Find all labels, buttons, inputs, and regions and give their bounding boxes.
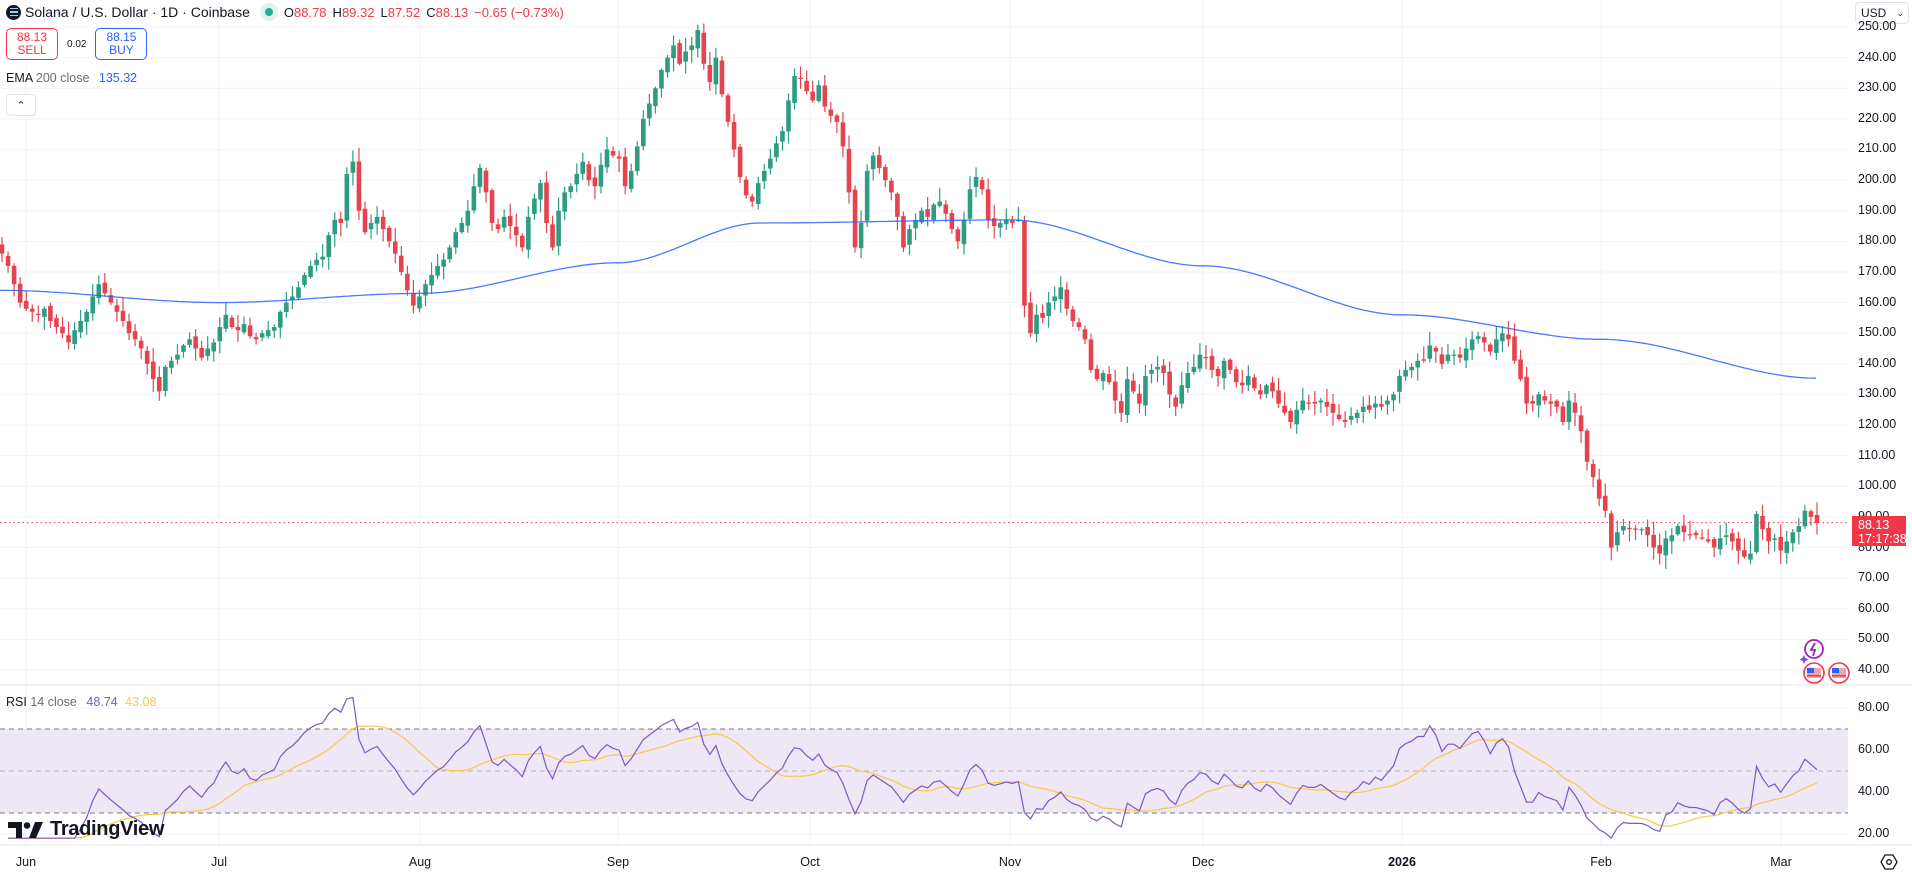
ai-assistant-icon[interactable] [1799,638,1826,669]
tradingview-mark-icon [8,821,44,839]
price-axis-label: 70.00 [1858,570,1890,585]
price-axis-label: 120.00 [1858,417,1897,432]
bar-countdown: 17:17:38 [1858,532,1907,546]
time-axis-label: Jul [211,855,227,869]
buy-button[interactable]: 88.15 BUY [95,28,148,60]
ohlc-close: C88.13 [426,4,469,20]
settings-gear-icon[interactable] [1880,853,1898,871]
spread-value: 0.02 [67,38,87,50]
price-axis-label: 210.00 [1858,141,1897,156]
price-axis-label: 130.00 [1858,386,1897,401]
price-axis-label: 150.00 [1858,325,1897,340]
last-price-tag: 88.13 17:17:38 [1852,516,1907,546]
price-axis-label: 190.00 [1858,202,1897,217]
us-economic-event-icon[interactable] [1803,662,1825,689]
time-axis-label: Jun [15,855,37,869]
candles [0,23,1820,569]
ema-legend[interactable]: EMA 200 close 135.32 [6,71,138,85]
time-axis-label: Oct [800,855,820,869]
rsi-axis-label: 80.00 [1858,700,1890,714]
buy-price: 88.15 [106,30,137,44]
time-axis-label: Mar [1770,855,1792,869]
price-axis-label: 170.00 [1858,263,1897,278]
buy-label: BUY [109,43,134,57]
solana-logo-icon [6,4,21,20]
rsi-value: 48.74 [86,695,118,709]
time-axis-label: Feb [1590,855,1612,869]
price-axis-label: 140.00 [1858,355,1897,370]
time-axis-label: Nov [998,855,1022,869]
price-axis-label: 240.00 [1858,49,1897,64]
symbol-title[interactable]: Solana / U.S. Dollar · 1D · Coinbase [25,4,250,20]
ohlc-high: H89.32 [332,4,375,20]
price-axis-label: 180.00 [1858,233,1897,248]
rsi-axis-label: 20.00 [1858,826,1890,840]
time-axis-label: Sep [606,855,630,869]
price-axis-label: 40.00 [1858,662,1890,677]
us-economic-event-icon-2[interactable] [1828,662,1850,689]
ohlc-low: L87.52 [380,4,421,20]
time-axis-label: 2026 [1388,855,1416,869]
price-axis-label: 50.00 [1858,631,1890,646]
rsi-ma-line [8,725,1818,839]
chevron-down-icon: ⌄ [1896,7,1904,18]
time-axis-label: Dec [1191,855,1215,869]
currency-select[interactable]: USD ⌄ [1855,2,1909,24]
rsi-line [8,696,1818,840]
price-axis-label: 60.00 [1858,600,1890,615]
price-axis-label: 220.00 [1858,110,1897,125]
sell-price: 88.13 [16,30,48,44]
collapse-legend-button[interactable]: ⌃ [6,94,36,116]
price-change: −0.65 (−0.73%) [474,4,564,20]
rsi-axis-label: 40.00 [1858,784,1890,798]
time-axis-label: Aug [408,855,432,869]
rsi-ma-value: 43.08 [125,695,157,709]
chevron-up-icon: ⌃ [16,99,26,112]
sell-label: SELL [17,43,47,57]
price-axis-label: 160.00 [1858,294,1897,309]
market-status-icon[interactable] [259,3,278,21]
sell-button[interactable]: 88.13 SELL [6,28,58,60]
symbol-legend: Solana / U.S. Dollar · 1D · Coinbase O88… [6,3,564,21]
price-axis-label: 110.00 [1858,447,1896,462]
ema-value: 135.32 [98,71,138,85]
trade-panel: 88.13 SELL 0.02 88.15 BUY [6,28,148,60]
ohlc-open: O88.78 [283,4,327,20]
price-axis-label: 250.00 [1858,19,1897,33]
ema-200-line [0,219,1817,379]
last-price: 88.13 [1858,518,1890,532]
rsi-legend[interactable]: RSI 14 close 48.74 43.08 [6,695,157,709]
rsi-axis-label: 60.00 [1858,742,1890,756]
tradingview-logo[interactable]: TradingView [8,818,164,841]
price-axis-label: 100.00 [1858,478,1897,493]
price-axis-label: 200.00 [1858,172,1897,187]
price-axis-label: 230.00 [1858,80,1897,95]
